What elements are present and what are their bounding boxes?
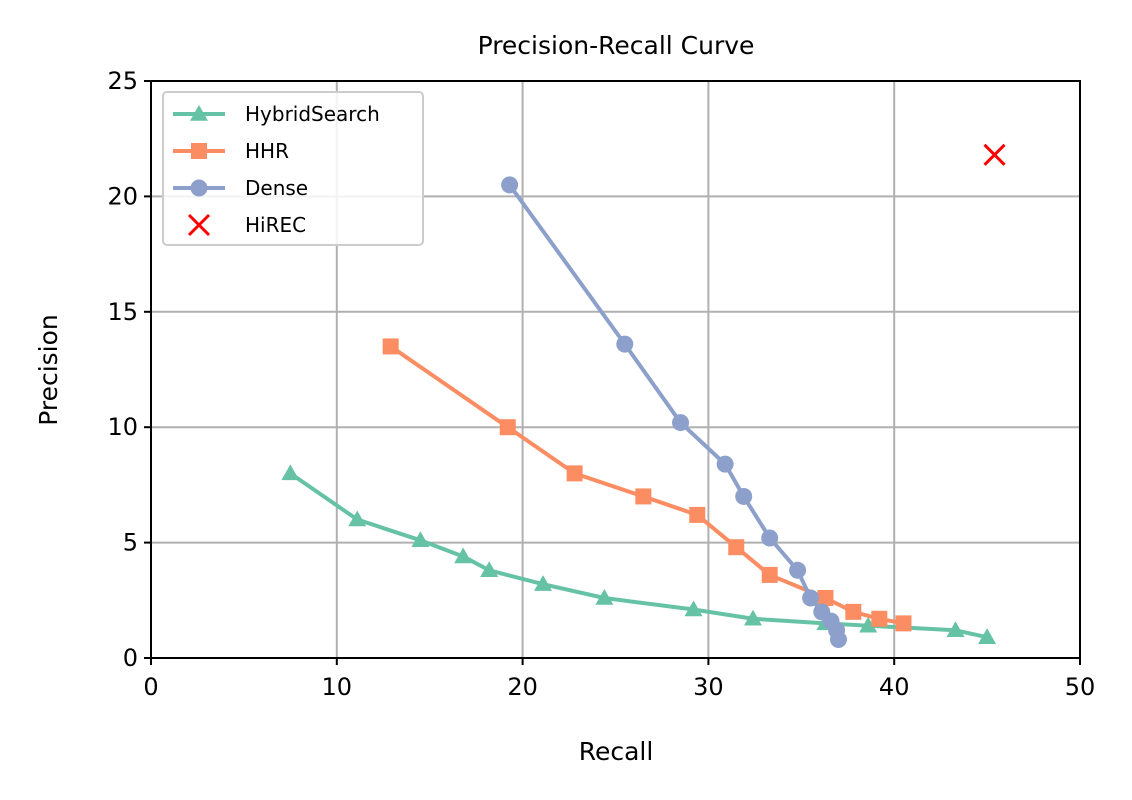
chart-title: Precision-Recall Curve xyxy=(478,31,755,60)
data-point-hybridsearch xyxy=(595,588,614,605)
data-point-hybridsearch xyxy=(743,609,762,626)
data-point-hirec xyxy=(983,143,1006,166)
data-point-hhr xyxy=(761,566,778,583)
data-point-hybridsearch xyxy=(859,616,878,633)
y-tick-label: 0 xyxy=(123,644,138,672)
x-axis-label: Recall xyxy=(579,737,654,766)
x-tick-label: 10 xyxy=(322,673,353,701)
legend-label-hirec: HiREC xyxy=(245,213,306,237)
plot-frame xyxy=(150,80,1081,659)
series-hybridsearch xyxy=(281,464,997,644)
plot-series xyxy=(281,143,1006,649)
data-point-dense xyxy=(501,176,519,194)
legend-marker-hybridsearch xyxy=(190,105,208,121)
legend-marker-dense xyxy=(190,179,208,197)
data-point-hybridsearch xyxy=(348,510,367,527)
data-point-hhr xyxy=(817,589,834,606)
y-tick-label: 15 xyxy=(107,298,138,326)
y-tick-label: 25 xyxy=(107,67,138,95)
data-point-hybridsearch xyxy=(454,547,473,564)
legend-marker-hhr xyxy=(191,143,207,159)
legend-box xyxy=(162,91,424,246)
data-point-dense xyxy=(716,455,734,473)
series-line-hhr xyxy=(389,344,904,626)
y-tick-label: 10 xyxy=(107,413,138,441)
data-point-hhr xyxy=(566,465,583,482)
data-point-dense xyxy=(789,561,807,579)
x-tick-label: 20 xyxy=(507,673,538,701)
data-point-hybridsearch xyxy=(978,628,997,644)
legend-label-hybridsearch: HybridSearch xyxy=(245,102,380,126)
legend-label-dense: Dense xyxy=(245,176,308,200)
data-point-hhr xyxy=(845,603,862,620)
legend-label-hhr: HHR xyxy=(245,139,289,163)
data-point-dense xyxy=(802,589,820,607)
y-axis-label: Precision xyxy=(34,314,63,426)
x-tick-label: 30 xyxy=(693,673,724,701)
series-hhr xyxy=(382,338,912,632)
grid xyxy=(151,81,1080,658)
legend-marker-hirec xyxy=(187,213,211,237)
legend-marker-hirec-stroke xyxy=(187,213,211,237)
data-point-hybridsearch xyxy=(534,575,553,591)
series-dense xyxy=(501,176,847,649)
data-point-hybridsearch xyxy=(480,561,499,578)
series-line-dense xyxy=(507,183,841,640)
data-point-hybridsearch xyxy=(281,464,300,481)
data-point-dense xyxy=(616,335,634,353)
y-tick-label: 5 xyxy=(123,529,138,557)
data-point-hhr xyxy=(871,610,888,627)
data-point-hybridsearch xyxy=(946,621,965,638)
data-point-hhr xyxy=(728,539,745,556)
x-tick-label: 40 xyxy=(879,673,910,701)
y-tick-label: 20 xyxy=(107,182,138,210)
data-point-hhr xyxy=(382,338,399,355)
data-point-dense xyxy=(761,529,779,547)
axes: 0 10 20 30 40 50 0 5 10 15 20 25 xyxy=(107,67,1095,701)
data-point-hhr xyxy=(689,506,706,523)
data-point-dense xyxy=(735,487,753,505)
x-tick-label: 0 xyxy=(143,673,158,701)
data-point-hhr xyxy=(895,615,912,632)
data-point-hirec-stroke xyxy=(983,143,1006,166)
data-point-hybridsearch xyxy=(684,600,703,617)
series-hirec xyxy=(983,143,1006,166)
data-point-hybridsearch xyxy=(411,531,430,548)
data-point-dense xyxy=(672,414,690,432)
data-point-hhr xyxy=(499,419,516,436)
data-point-hhr xyxy=(635,488,652,505)
legend: HybridSearch HHR Dense HiREC xyxy=(162,91,424,246)
data-point-dense xyxy=(829,631,847,649)
x-tick-label: 50 xyxy=(1065,673,1096,701)
